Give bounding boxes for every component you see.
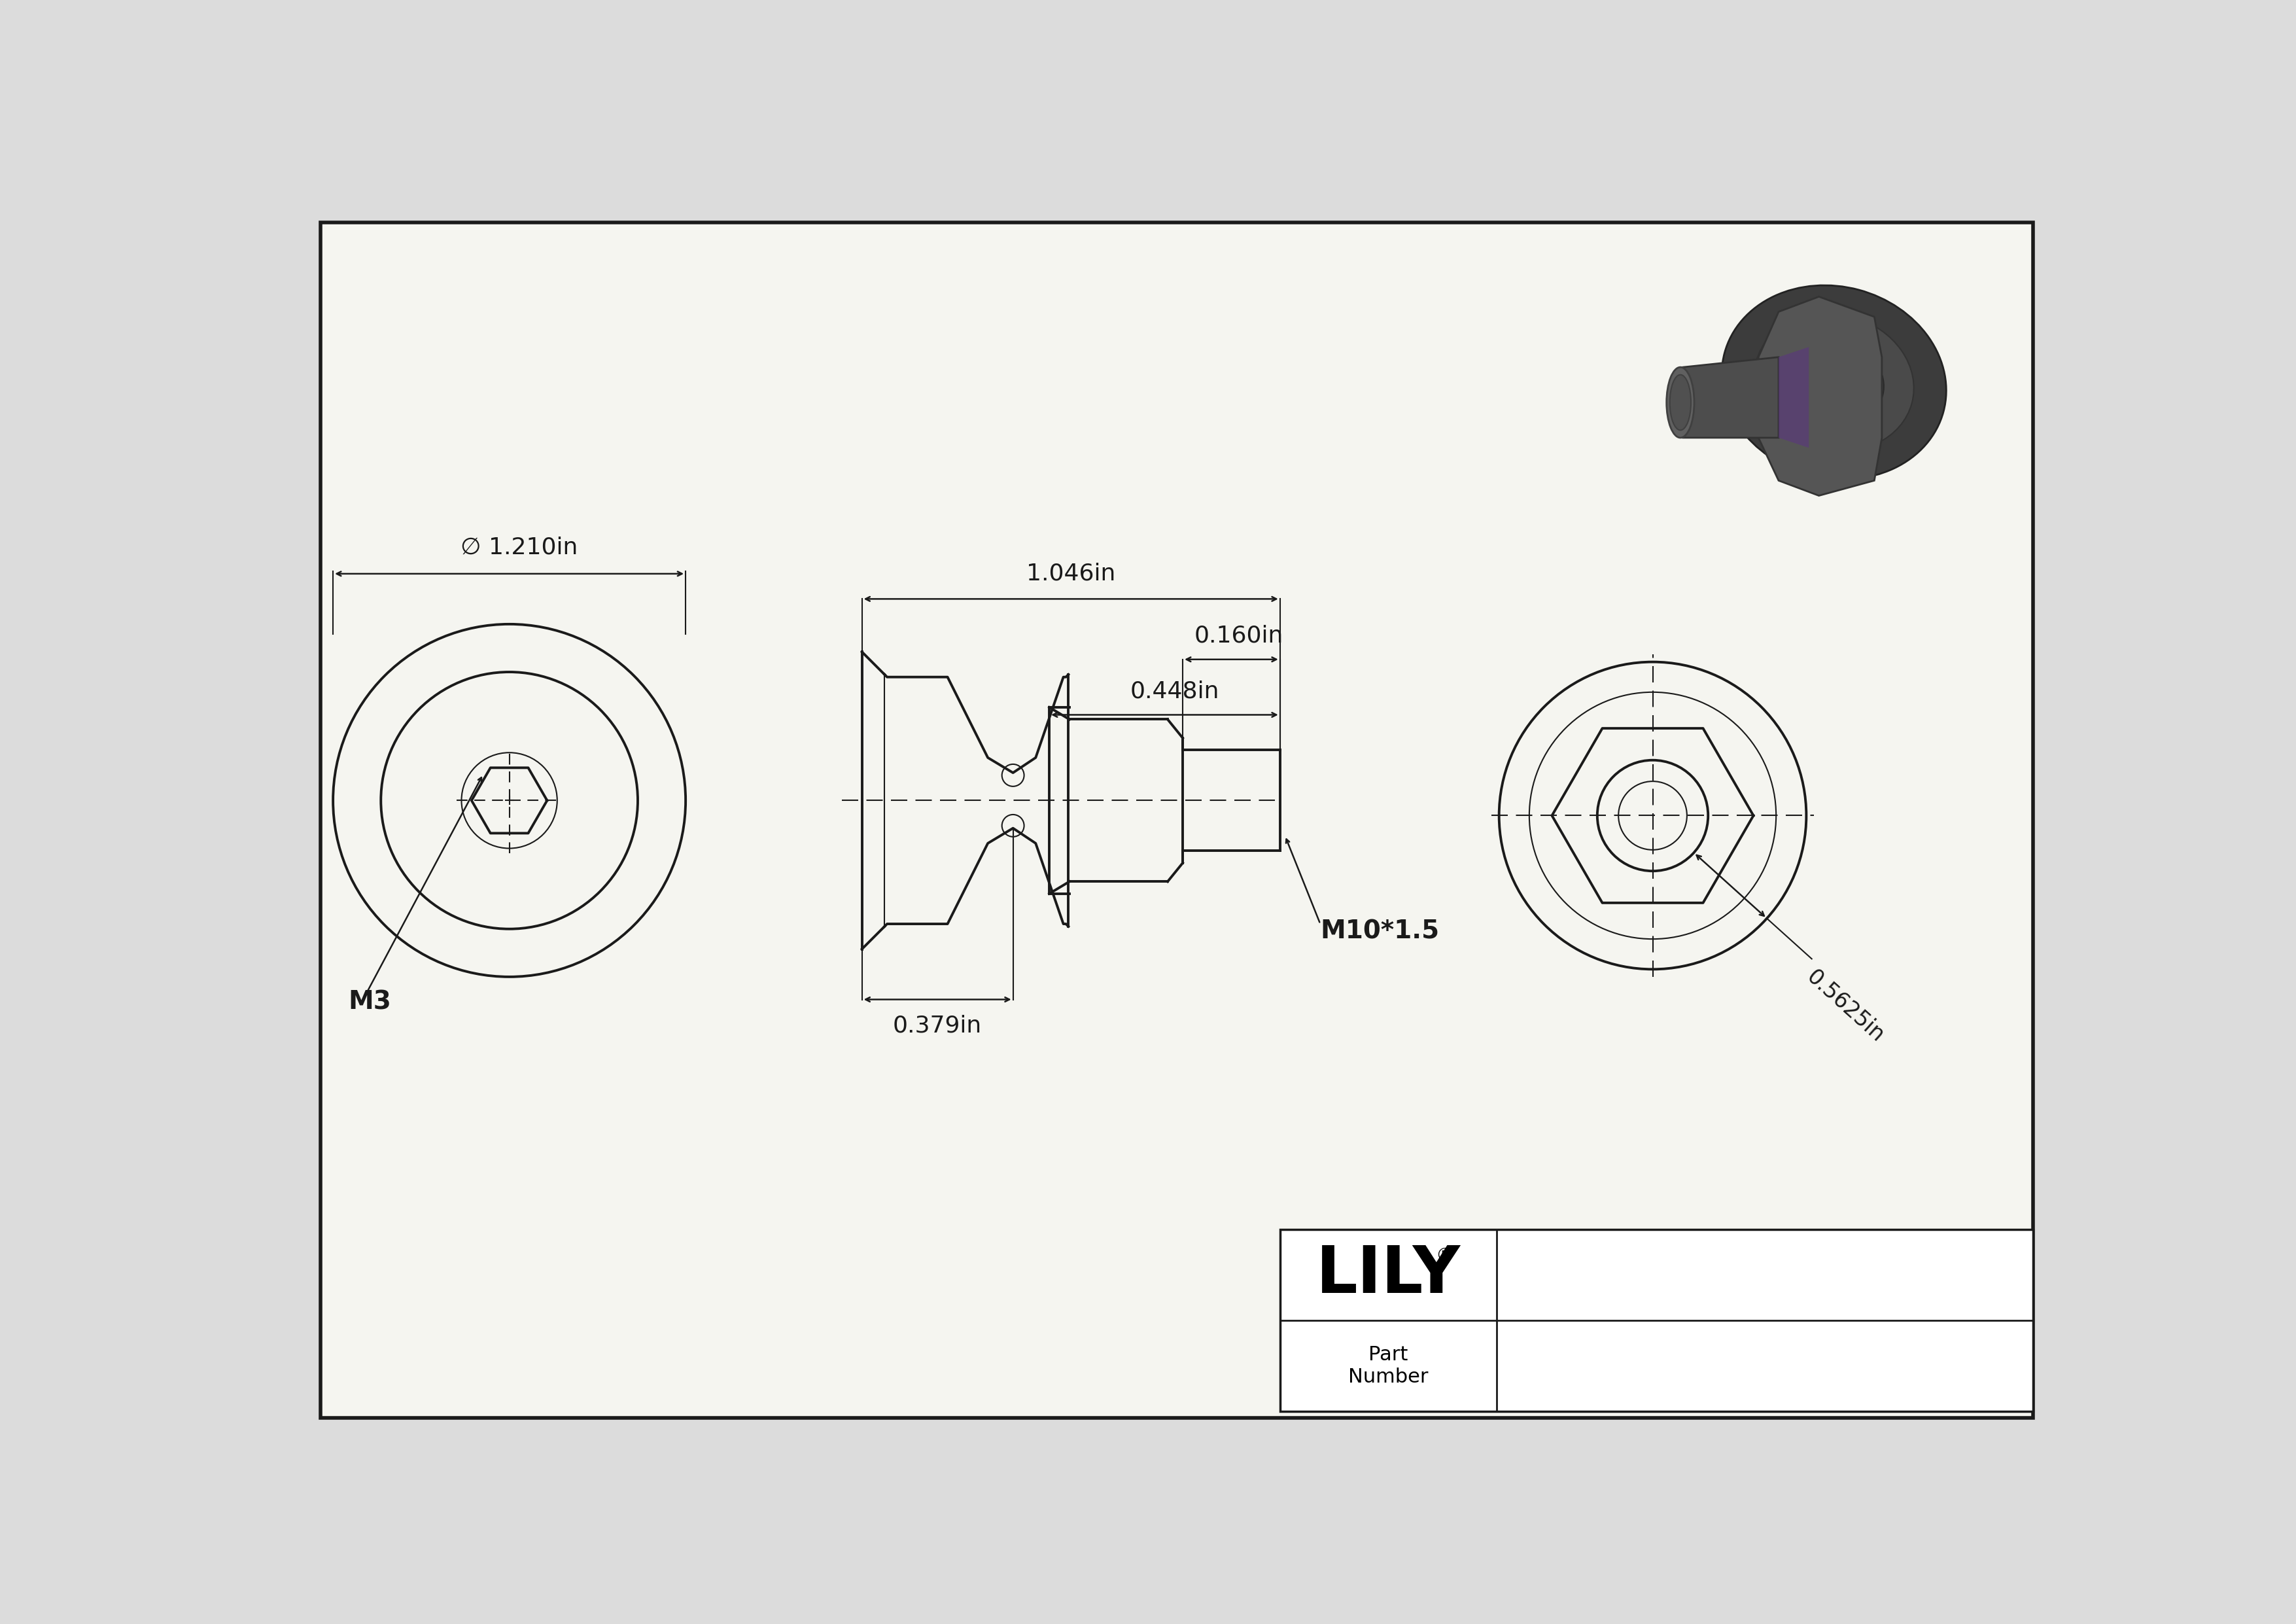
Text: ®: ® bbox=[1435, 1247, 1453, 1265]
Text: 1.046in: 1.046in bbox=[1026, 562, 1116, 585]
Text: M3: M3 bbox=[349, 989, 390, 1015]
Polygon shape bbox=[1759, 297, 1883, 495]
Text: 0.448in: 0.448in bbox=[1130, 680, 1219, 702]
Text: ∅ 1.210in: ∅ 1.210in bbox=[461, 536, 579, 559]
Ellipse shape bbox=[1669, 375, 1690, 430]
Text: Part
Number: Part Number bbox=[1348, 1345, 1428, 1387]
Polygon shape bbox=[1683, 357, 1779, 438]
Bar bbox=[1279, 1229, 2032, 1411]
Text: LILY: LILY bbox=[1316, 1244, 1460, 1307]
Ellipse shape bbox=[1667, 367, 1694, 438]
Ellipse shape bbox=[1722, 286, 1947, 479]
Ellipse shape bbox=[1784, 339, 1883, 424]
Text: 0.379in: 0.379in bbox=[893, 1015, 983, 1036]
Polygon shape bbox=[1779, 348, 1809, 448]
Text: 0.160in: 0.160in bbox=[1194, 625, 1283, 646]
Ellipse shape bbox=[1754, 313, 1915, 451]
Text: 0.5625in: 0.5625in bbox=[1802, 966, 1890, 1047]
Text: M10*1.5: M10*1.5 bbox=[1320, 919, 1440, 944]
